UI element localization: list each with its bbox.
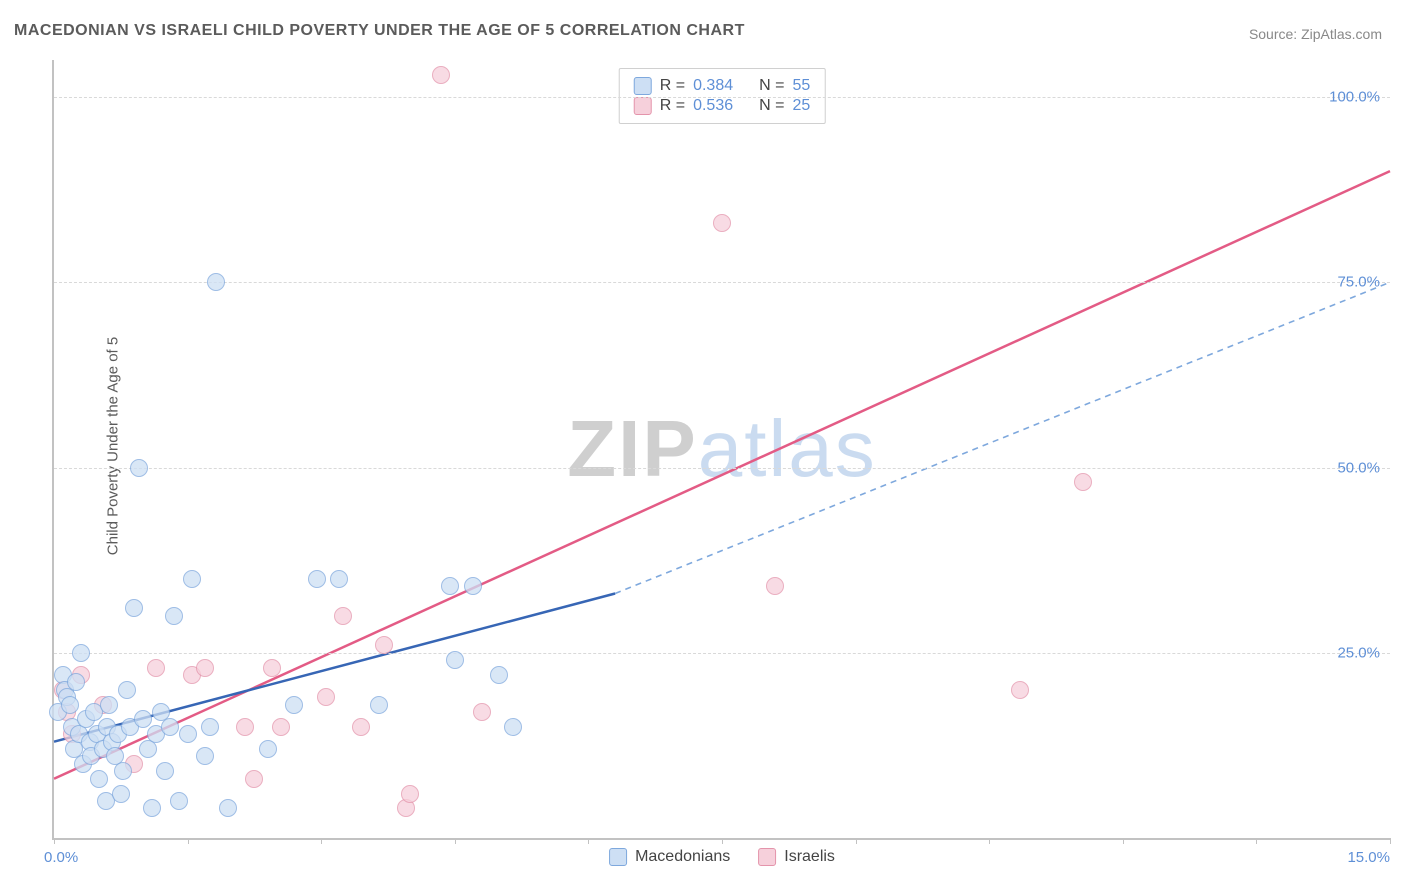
- scatter-point-macedonians: [446, 651, 464, 669]
- scatter-point-macedonians: [156, 762, 174, 780]
- x-tick: [1256, 838, 1257, 844]
- scatter-point-macedonians: [100, 696, 118, 714]
- scatter-point-macedonians: [67, 673, 85, 691]
- scatter-point-macedonians: [90, 770, 108, 788]
- swatch-macedonians-icon: [634, 77, 652, 95]
- scatter-point-macedonians: [130, 459, 148, 477]
- scatter-point-israelis: [401, 785, 419, 803]
- scatter-point-macedonians: [219, 799, 237, 817]
- scatter-point-macedonians: [134, 710, 152, 728]
- chart-container: MACEDONIAN VS ISRAELI CHILD POVERTY UNDE…: [0, 0, 1406, 892]
- x-tick: [188, 838, 189, 844]
- scatter-point-macedonians: [285, 696, 303, 714]
- legend-item-macedonians: Macedonians: [609, 848, 730, 866]
- gridline: [54, 97, 1390, 98]
- x-tick: [989, 838, 990, 844]
- scatter-point-israelis: [1074, 473, 1092, 491]
- scatter-point-macedonians: [179, 725, 197, 743]
- scatter-point-macedonians: [207, 273, 225, 291]
- scatter-point-macedonians: [441, 577, 459, 595]
- scatter-point-israelis: [766, 577, 784, 595]
- scatter-point-israelis: [352, 718, 370, 736]
- scatter-point-israelis: [317, 688, 335, 706]
- watermark: ZIPatlas: [567, 403, 876, 495]
- legend-item-israelis: Israelis: [758, 848, 835, 866]
- r-label: R =: [660, 97, 685, 115]
- scatter-point-macedonians: [504, 718, 522, 736]
- scatter-point-macedonians: [370, 696, 388, 714]
- scatter-point-macedonians: [259, 740, 277, 758]
- scatter-point-macedonians: [201, 718, 219, 736]
- scatter-point-macedonians: [118, 681, 136, 699]
- r-value-israelis: 0.536: [693, 97, 733, 115]
- y-tick-label: 100.0%: [1329, 89, 1380, 106]
- x-tick: [321, 838, 322, 844]
- scatter-point-macedonians: [490, 666, 508, 684]
- swatch-israelis-icon: [634, 97, 652, 115]
- x-tick: [1390, 838, 1391, 844]
- scatter-point-macedonians: [61, 696, 79, 714]
- x-tick: [722, 838, 723, 844]
- gridline: [54, 653, 1390, 654]
- scatter-point-macedonians: [170, 792, 188, 810]
- scatter-point-israelis: [147, 659, 165, 677]
- legend-series: Macedonians Israelis: [609, 848, 835, 866]
- x-axis-min-label: 0.0%: [44, 849, 78, 866]
- x-tick: [856, 838, 857, 844]
- scatter-point-macedonians: [125, 599, 143, 617]
- gridline: [54, 282, 1390, 283]
- scatter-point-macedonians: [143, 799, 161, 817]
- scatter-point-israelis: [432, 66, 450, 84]
- n-value-israelis: 25: [792, 97, 810, 115]
- scatter-point-macedonians: [183, 570, 201, 588]
- scatter-point-israelis: [375, 636, 393, 654]
- x-axis-max-label: 15.0%: [1347, 849, 1390, 866]
- chart-title: MACEDONIAN VS ISRAELI CHILD POVERTY UNDE…: [14, 22, 745, 40]
- x-tick: [588, 838, 589, 844]
- r-label: R =: [660, 77, 685, 95]
- regression-lines: [54, 60, 1390, 838]
- x-tick: [455, 838, 456, 844]
- scatter-point-israelis: [272, 718, 290, 736]
- gridline: [54, 468, 1390, 469]
- y-tick-label: 50.0%: [1337, 459, 1380, 476]
- scatter-point-israelis: [334, 607, 352, 625]
- x-tick: [54, 838, 55, 844]
- x-tick: [1123, 838, 1124, 844]
- watermark-suffix: atlas: [698, 404, 877, 493]
- legend-stats-row-israelis: R = 0.536 N = 25: [634, 97, 811, 115]
- swatch-israelis-icon: [758, 848, 776, 866]
- scatter-point-macedonians: [72, 644, 90, 662]
- plot-area: ZIPatlas R = 0.384 N = 55 R = 0.536 N = …: [52, 60, 1390, 840]
- y-tick-label: 75.0%: [1337, 274, 1380, 291]
- y-tick-label: 25.0%: [1337, 644, 1380, 661]
- watermark-prefix: ZIP: [567, 404, 697, 493]
- n-label: N =: [759, 77, 784, 95]
- scatter-point-israelis: [245, 770, 263, 788]
- scatter-point-israelis: [196, 659, 214, 677]
- scatter-point-macedonians: [165, 607, 183, 625]
- scatter-point-macedonians: [308, 570, 326, 588]
- scatter-point-israelis: [1011, 681, 1029, 699]
- scatter-point-israelis: [473, 703, 491, 721]
- scatter-point-macedonians: [464, 577, 482, 595]
- scatter-point-israelis: [263, 659, 281, 677]
- legend-label-macedonians: Macedonians: [635, 848, 730, 866]
- swatch-macedonians-icon: [609, 848, 627, 866]
- n-value-macedonians: 55: [792, 77, 810, 95]
- n-label: N =: [759, 97, 784, 115]
- legend-label-israelis: Israelis: [784, 848, 835, 866]
- scatter-point-macedonians: [330, 570, 348, 588]
- legend-stats-row-macedonians: R = 0.384 N = 55: [634, 77, 811, 95]
- r-value-macedonians: 0.384: [693, 77, 733, 95]
- scatter-point-macedonians: [112, 785, 130, 803]
- source-attribution: Source: ZipAtlas.com: [1249, 26, 1382, 42]
- legend-stats: R = 0.384 N = 55 R = 0.536 N = 25: [619, 68, 826, 124]
- scatter-point-macedonians: [196, 747, 214, 765]
- scatter-point-israelis: [713, 214, 731, 232]
- scatter-point-israelis: [236, 718, 254, 736]
- scatter-point-macedonians: [161, 718, 179, 736]
- scatter-point-macedonians: [114, 762, 132, 780]
